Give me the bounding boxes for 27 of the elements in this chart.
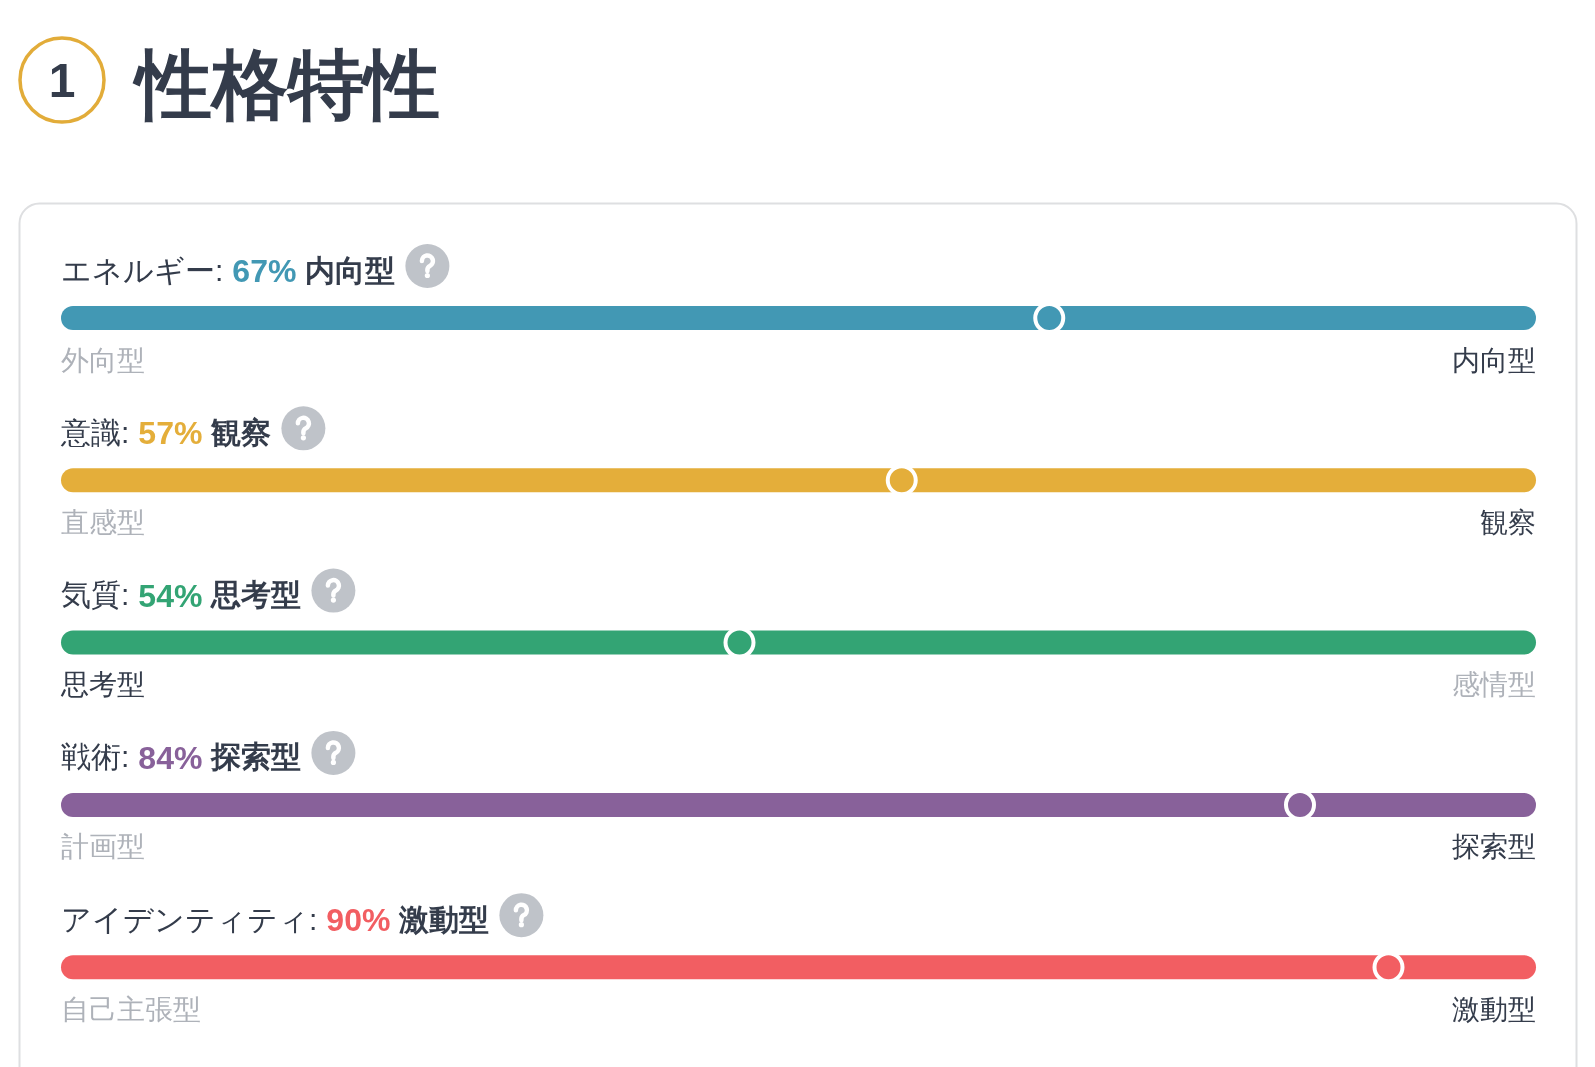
- data-label: 67%: [232, 253, 297, 289]
- text: 意識:: [60, 415, 130, 449]
- category-label: 直感型: [61, 506, 145, 538]
- category-label: 内向型: [305, 253, 396, 287]
- category-label: 探索型: [1452, 831, 1536, 863]
- category-label: 自己主張型: [61, 993, 201, 1025]
- category-label: 思考型: [61, 669, 145, 701]
- category-label: 激動型: [1452, 993, 1536, 1025]
- number-badge: 1: [18, 36, 106, 124]
- category-label: 計画型: [61, 831, 145, 863]
- data-label: 90%: [326, 902, 391, 939]
- text: エネルギー:: [61, 253, 224, 287]
- data-label: 54%: [138, 577, 203, 614]
- category-label: 思考型: [210, 578, 302, 612]
- text: 戦術:: [61, 740, 130, 774]
- data-label: 84%: [138, 739, 203, 776]
- text: アイデンティティ:: [61, 902, 318, 936]
- category-label: 観察: [210, 415, 272, 449]
- data-label: 57%: [138, 415, 203, 452]
- category-label: 感情型: [1452, 669, 1536, 701]
- category-label: 外向型: [61, 344, 145, 376]
- category-label: 観察: [1480, 506, 1536, 538]
- text: 気質:: [61, 578, 130, 612]
- category-label: 探索型: [210, 740, 302, 774]
- category-label: 内向型: [1452, 344, 1536, 376]
- category-label: 激動型: [398, 902, 490, 936]
- text: 性格特性: [132, 41, 440, 127]
